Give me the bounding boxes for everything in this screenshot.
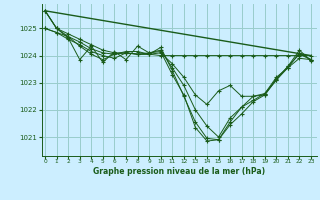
X-axis label: Graphe pression niveau de la mer (hPa): Graphe pression niveau de la mer (hPa): [93, 167, 265, 176]
